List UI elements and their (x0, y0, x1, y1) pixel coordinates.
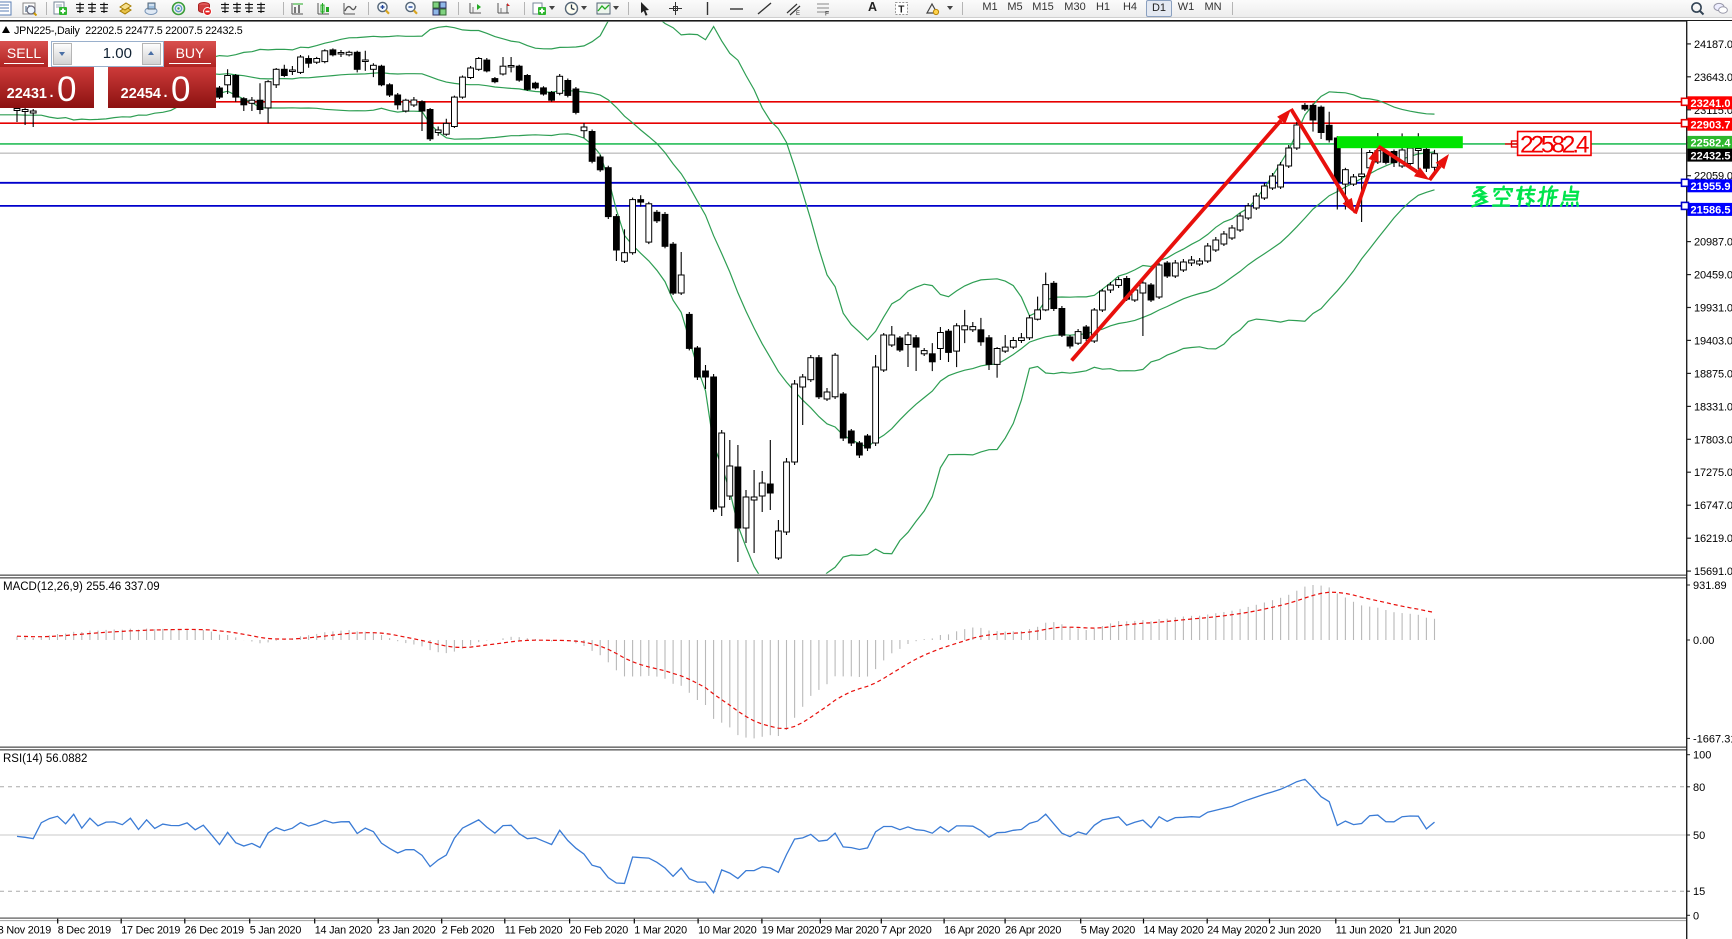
svg-text:23241.0: 23241.0 (1691, 98, 1731, 110)
svg-text:24187.0: 24187.0 (1694, 39, 1732, 51)
svg-text:2 Feb 2020: 2 Feb 2020 (442, 925, 495, 937)
svg-text:24 May 2020: 24 May 2020 (1207, 925, 1267, 937)
svg-text:14 Jan 2020: 14 Jan 2020 (315, 925, 372, 937)
svg-text:50: 50 (1693, 830, 1705, 842)
svg-text:16 Apr 2020: 16 Apr 2020 (944, 925, 1000, 937)
svg-text:19 Mar 2020: 19 Mar 2020 (762, 925, 821, 937)
svg-text:16219.0: 16219.0 (1694, 533, 1732, 545)
svg-text:21 Jun 2020: 21 Jun 2020 (1399, 925, 1456, 937)
svg-text:MACD(12,26,9) 255.46 337.09: MACD(12,26,9) 255.46 337.09 (3, 581, 160, 593)
svg-text:17803.0: 17803.0 (1694, 434, 1732, 446)
svg-text:20 Feb 2020: 20 Feb 2020 (570, 925, 629, 937)
svg-text:11 Feb 2020: 11 Feb 2020 (505, 925, 563, 937)
svg-text:20987.0: 20987.0 (1694, 237, 1732, 249)
svg-text:21955.9: 21955.9 (1691, 181, 1731, 193)
svg-text:18875.0: 18875.0 (1694, 368, 1732, 380)
svg-text:15691.0: 15691.0 (1694, 566, 1732, 578)
svg-text:80: 80 (1693, 782, 1705, 794)
svg-text:100: 100 (1693, 750, 1711, 762)
svg-text:-1667.31: -1667.31 (1693, 733, 1732, 745)
svg-text:8 Dec 2019: 8 Dec 2019 (58, 925, 111, 937)
svg-text:22903.7: 22903.7 (1691, 119, 1731, 131)
svg-text:26 Apr 2020: 26 Apr 2020 (1005, 925, 1061, 937)
svg-text:17 Dec 2019: 17 Dec 2019 (121, 925, 180, 937)
svg-text:5 May 2020: 5 May 2020 (1081, 925, 1136, 937)
svg-text:16747.0: 16747.0 (1694, 500, 1732, 512)
svg-text:20459.0: 20459.0 (1694, 270, 1732, 282)
svg-text:22582.4: 22582.4 (1691, 138, 1732, 150)
svg-text:1 Mar 2020: 1 Mar 2020 (634, 925, 687, 937)
svg-text:18331.0: 18331.0 (1694, 401, 1732, 413)
svg-text:5 Jan 2020: 5 Jan 2020 (250, 925, 302, 937)
svg-text:10 Mar 2020: 10 Mar 2020 (698, 925, 757, 937)
svg-text:22582.4: 22582.4 (1520, 131, 1590, 158)
svg-text:931.89: 931.89 (1693, 580, 1727, 592)
svg-text:23643.0: 23643.0 (1694, 72, 1732, 84)
svg-text:26 Dec 2019: 26 Dec 2019 (185, 925, 244, 937)
svg-text:14 May 2020: 14 May 2020 (1144, 925, 1204, 937)
svg-text:19931.0: 19931.0 (1694, 303, 1732, 315)
svg-text:19403.0: 19403.0 (1694, 335, 1732, 347)
svg-text:0: 0 (1693, 910, 1699, 922)
svg-text:0.00: 0.00 (1693, 635, 1714, 647)
svg-text:7 Apr 2020: 7 Apr 2020 (881, 925, 931, 937)
svg-text:21586.5: 21586.5 (1691, 205, 1731, 217)
svg-text:23 Jan 2020: 23 Jan 2020 (378, 925, 435, 937)
svg-text:11 Jun 2020: 11 Jun 2020 (1336, 925, 1393, 937)
svg-text:23 Nov 2019: 23 Nov 2019 (0, 925, 51, 937)
svg-text:F: F (825, 11, 829, 17)
svg-text:15: 15 (1693, 886, 1705, 898)
svg-text:22432.5: 22432.5 (1691, 150, 1731, 162)
svg-text:17275.0: 17275.0 (1694, 467, 1732, 479)
svg-text:29 Mar 2020: 29 Mar 2020 (820, 925, 879, 937)
svg-text:E: E (796, 11, 800, 16)
svg-text:RSI(14) 56.0882: RSI(14) 56.0882 (3, 753, 87, 765)
svg-text:T: T (898, 5, 904, 16)
svg-text:2 Jun 2020: 2 Jun 2020 (1270, 925, 1322, 937)
